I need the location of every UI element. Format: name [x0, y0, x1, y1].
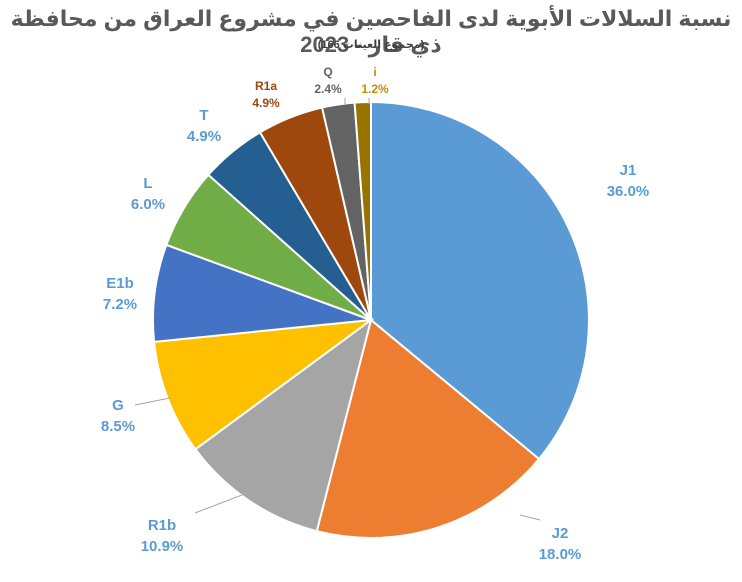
- slice-label-name-g: G: [112, 397, 124, 414]
- pie-slice-r1b: [194, 317, 373, 533]
- chart-title: نسبة السلالات الأبوية لدى الفاحصين في مش…: [10, 6, 732, 57]
- pie-slice-j1: [370, 100, 590, 461]
- leader-line-j2: [519, 514, 541, 521]
- slice-label-value-r1a: 4.9%: [252, 96, 280, 110]
- slice-label-name-q: Q: [323, 65, 332, 79]
- leader-line-g: [134, 397, 171, 406]
- chart-subtitle: (مجموع العينات 166): [317, 39, 425, 51]
- leader-line-r1b: [194, 489, 256, 514]
- slice-label-name-t: T: [199, 107, 208, 124]
- slice-label-name-j2: J2: [552, 525, 569, 542]
- slice-label-value-l: 6.0%: [131, 196, 165, 213]
- slice-label-name-e1b: E1b: [106, 275, 134, 292]
- pie-slice-i: [353, 100, 372, 321]
- slice-label-value-g: 8.5%: [101, 418, 135, 435]
- slice-label-value-j2: 18.0%: [539, 546, 582, 563]
- pie-slice-e1b: [152, 243, 372, 343]
- slice-label-value-j1: 36.0%: [607, 183, 650, 200]
- pie-slice-j2: [315, 318, 541, 539]
- slice-label-value-e1b: 7.2%: [103, 296, 137, 313]
- slice-label-value-i: 1.2%: [361, 82, 389, 96]
- slice-label-value-q: 2.4%: [314, 82, 342, 96]
- slice-label-value-r1b: 10.9%: [141, 538, 184, 555]
- slice-label-name-r1a: R1a: [255, 79, 277, 93]
- slice-label-name-i: i: [373, 65, 376, 79]
- slice-label-name-l: L: [143, 175, 152, 192]
- slice-label-name-j1: J1: [620, 162, 637, 179]
- slice-label-value-t: 4.9%: [187, 128, 221, 145]
- slice-label-name-r1b: R1b: [148, 517, 176, 534]
